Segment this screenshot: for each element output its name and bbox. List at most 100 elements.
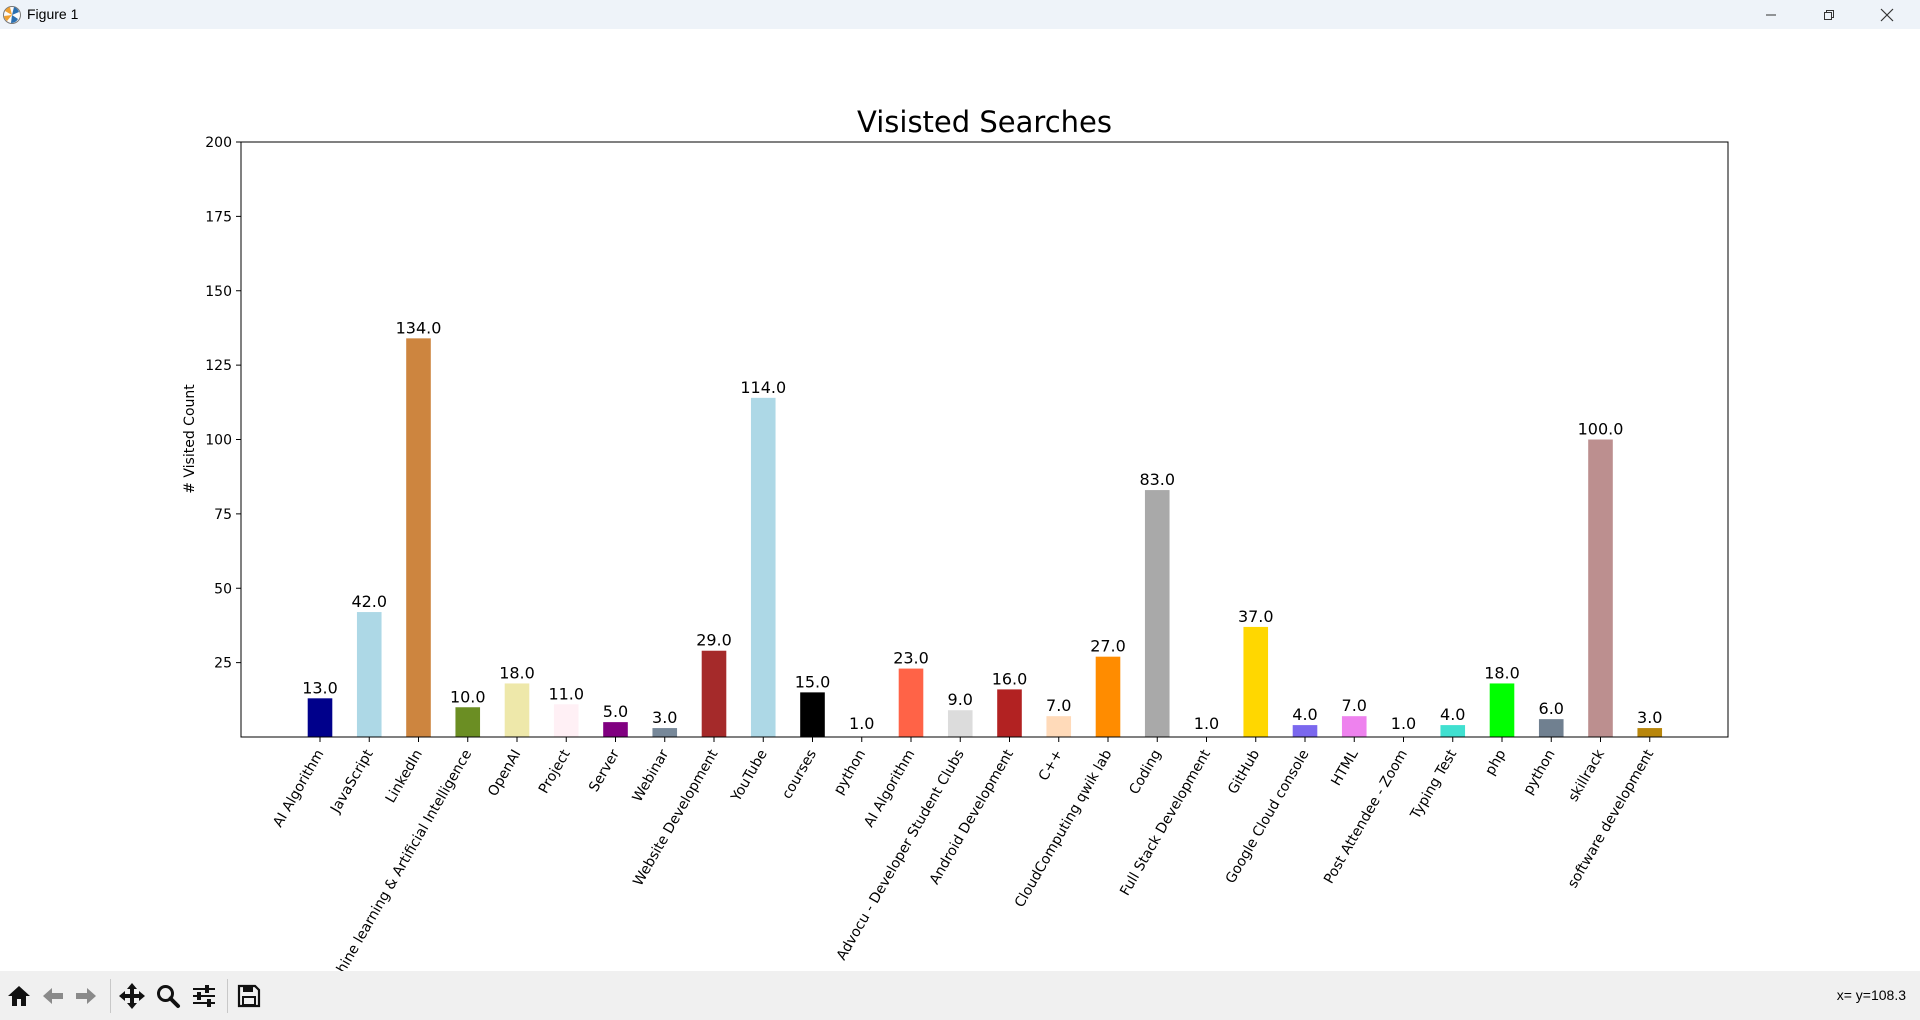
bar bbox=[553, 704, 579, 737]
bar bbox=[652, 728, 678, 737]
bar bbox=[1194, 734, 1219, 737]
x-tick-label: php bbox=[1482, 747, 1509, 778]
y-tick-label: 50 bbox=[214, 581, 232, 597]
x-tick-label: OpenAI bbox=[485, 747, 524, 799]
x-tick-label: AI Algorithm bbox=[861, 747, 918, 830]
x-tick-label: Post Attendee - Zoom bbox=[1321, 747, 1411, 887]
bar-value-label: 3.0 bbox=[1637, 708, 1662, 727]
forward-button[interactable] bbox=[71, 981, 101, 1011]
configure-subplots-button[interactable] bbox=[189, 981, 219, 1011]
x-tick-label: python bbox=[831, 747, 869, 797]
bar bbox=[750, 397, 776, 737]
plot-frame bbox=[240, 141, 1729, 738]
bar bbox=[1292, 725, 1318, 737]
bar-value-label: 9.0 bbox=[948, 690, 973, 709]
bar bbox=[997, 689, 1022, 737]
bar bbox=[406, 338, 431, 737]
configure-subplots-icon bbox=[193, 985, 215, 1007]
bar-value-label: 11.0 bbox=[548, 684, 584, 703]
bar bbox=[1341, 716, 1367, 737]
close-button[interactable] bbox=[1858, 0, 1916, 29]
plot-area-background bbox=[241, 142, 1728, 737]
bar bbox=[1440, 725, 1466, 737]
bar-value-label: 42.0 bbox=[351, 592, 387, 611]
bar-value-label: 3.0 bbox=[652, 708, 677, 727]
x-tick-label: C++ bbox=[1036, 747, 1066, 784]
bar-value-label: 1.0 bbox=[1391, 714, 1416, 733]
pan-button[interactable] bbox=[117, 981, 147, 1011]
bar-value-label: 114.0 bbox=[740, 378, 786, 397]
x-tick-label: YouTube bbox=[728, 747, 771, 805]
x-tick-label: Android Development bbox=[927, 747, 1018, 888]
bar bbox=[603, 722, 628, 737]
y-tick-label: 150 bbox=[205, 284, 232, 300]
restore-icon bbox=[1824, 9, 1834, 20]
y-tick-label: 175 bbox=[205, 209, 232, 225]
bar-value-label: 4.0 bbox=[1440, 705, 1465, 724]
bar bbox=[1144, 490, 1170, 737]
bar-value-label: 4.0 bbox=[1292, 705, 1317, 724]
bar bbox=[1243, 626, 1269, 737]
pan-icon bbox=[119, 983, 145, 1009]
bar-value-label: 7.0 bbox=[1046, 696, 1071, 715]
bar bbox=[849, 734, 875, 737]
x-tick-label: CloudComputing qwik lab bbox=[1012, 747, 1116, 911]
x-tick-label: LinkedIn bbox=[383, 747, 426, 806]
home-icon bbox=[8, 986, 30, 1006]
bar bbox=[1637, 728, 1663, 737]
bar-value-label: 83.0 bbox=[1139, 470, 1175, 489]
x-tick-label: Server bbox=[586, 747, 623, 795]
forward-arrow-icon bbox=[76, 988, 96, 1004]
navigation-toolbar: x= y=108.3 bbox=[0, 971, 1920, 1020]
window-titlebar: Figure 1 bbox=[0, 0, 1920, 29]
bar bbox=[1538, 719, 1564, 737]
x-tick-label: Full Stack Development bbox=[1117, 747, 1214, 899]
maximize-button[interactable] bbox=[1800, 0, 1858, 29]
bar bbox=[307, 698, 333, 737]
bar-value-label: 5.0 bbox=[603, 702, 628, 721]
zoom-icon bbox=[157, 985, 180, 1008]
bar-value-label: 13.0 bbox=[302, 678, 338, 697]
bar bbox=[898, 668, 924, 737]
x-tick-label: HTML bbox=[1328, 747, 1361, 789]
bar bbox=[455, 707, 481, 737]
bar bbox=[356, 612, 382, 737]
y-tick-label: 200 bbox=[205, 135, 232, 151]
save-button[interactable] bbox=[234, 981, 264, 1011]
chart-title: Visisted Searches bbox=[857, 105, 1112, 139]
bar bbox=[504, 683, 530, 737]
bar-value-label: 29.0 bbox=[696, 631, 732, 650]
y-tick-label: 75 bbox=[214, 507, 232, 523]
x-tick-label: Project bbox=[536, 747, 574, 797]
toolbar-separator bbox=[227, 979, 228, 1013]
zoom-button[interactable] bbox=[153, 981, 183, 1011]
bar-value-label: 7.0 bbox=[1342, 696, 1367, 715]
bar bbox=[1489, 683, 1515, 737]
x-tick-label: AI Algorithm bbox=[270, 747, 327, 830]
bar-value-label: 6.0 bbox=[1539, 699, 1564, 718]
bar bbox=[701, 650, 727, 737]
bar-value-label: 18.0 bbox=[499, 663, 535, 682]
figure-canvas[interactable]: 25 50 75 100 125 150 175 200 13.0 AI Algorithm 42.… bbox=[0, 29, 1920, 1001]
x-tick-label: Webinar bbox=[630, 747, 673, 805]
bar-value-label: 16.0 bbox=[992, 669, 1028, 688]
y-axis-label: # Visited Count bbox=[182, 384, 198, 494]
x-tick-label: GitHub bbox=[1225, 747, 1263, 797]
bar bbox=[947, 710, 973, 737]
x-tick-label: JavaScript bbox=[327, 747, 377, 817]
y-tick-label: 25 bbox=[214, 656, 232, 672]
bar-value-label: 134.0 bbox=[396, 318, 442, 337]
minimize-button[interactable] bbox=[1742, 0, 1800, 29]
bar bbox=[800, 692, 825, 737]
bar-value-label: 1.0 bbox=[1194, 714, 1219, 733]
back-button[interactable] bbox=[38, 981, 68, 1011]
x-tick-label: skillrack bbox=[1565, 746, 1608, 804]
toolbar-separator bbox=[110, 979, 111, 1013]
home-button[interactable] bbox=[4, 981, 34, 1011]
minimize-icon bbox=[1766, 14, 1776, 15]
bar bbox=[1391, 734, 1416, 737]
cursor-coordinates: x= y=108.3 bbox=[1836, 987, 1906, 1003]
bar-value-label: 10.0 bbox=[450, 687, 486, 706]
bar-value-label: 100.0 bbox=[1578, 420, 1624, 439]
y-tick-label: 100 bbox=[205, 433, 232, 449]
